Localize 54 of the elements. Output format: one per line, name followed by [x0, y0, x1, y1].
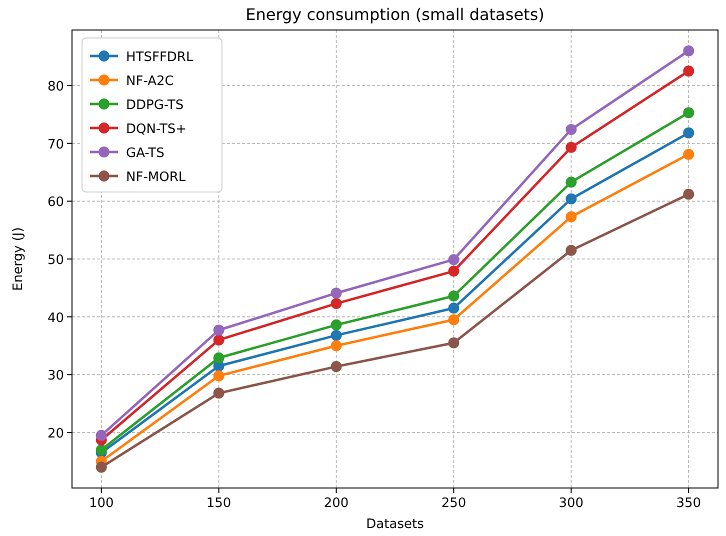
point	[330, 288, 342, 299]
point	[566, 193, 577, 204]
point	[213, 352, 224, 364]
y-tick-label: 60	[47, 195, 64, 210]
point	[448, 314, 460, 326]
chart-title: Energy consumption (small datasets)	[246, 5, 544, 24]
point	[566, 124, 577, 135]
point	[566, 211, 577, 222]
legend-label: DDPG-TS	[126, 98, 184, 113]
y-tick-label: 80	[47, 80, 64, 95]
point	[683, 66, 694, 77]
x-tick-label: 150	[206, 496, 232, 511]
point	[96, 444, 107, 456]
point	[448, 302, 460, 314]
legend-label: GA-TS	[126, 146, 164, 161]
point	[213, 388, 224, 399]
point	[566, 142, 577, 153]
y-tick-label: 70	[47, 137, 64, 152]
point	[448, 290, 460, 302]
point	[566, 244, 577, 256]
point	[213, 370, 224, 382]
point	[683, 127, 694, 138]
y-tick-label: 20	[47, 426, 64, 442]
y-tick-label: 50	[47, 253, 64, 268]
point	[448, 266, 460, 277]
x-tick-label: 200	[324, 496, 349, 511]
point	[213, 324, 224, 336]
x-tick-label: 250	[441, 496, 466, 511]
x-tick-label: 100	[88, 496, 114, 511]
x-tick-label: 300	[558, 496, 584, 511]
legend-label: DQN-TS+	[126, 122, 187, 137]
point	[96, 430, 107, 441]
point	[683, 188, 694, 200]
x-tick-label: 350	[676, 496, 702, 511]
point	[448, 337, 460, 348]
point	[330, 319, 342, 330]
point	[330, 330, 342, 341]
point	[566, 176, 577, 188]
point	[683, 148, 694, 160]
legend-label: NF-A2C	[126, 74, 174, 89]
legend-label: HTSFFDRL	[126, 50, 194, 65]
point	[683, 107, 694, 118]
point	[683, 45, 694, 56]
point	[448, 254, 460, 266]
y-tick-label: 40	[47, 310, 64, 326]
point	[330, 298, 342, 310]
legend-label: NF-MORL	[126, 170, 186, 185]
point	[330, 361, 342, 372]
point	[330, 340, 342, 352]
y-tick-label: 30	[47, 368, 64, 384]
point	[96, 462, 107, 473]
y-axis-title: Energy (J)	[11, 227, 26, 291]
x-axis-title: Datasets	[366, 517, 424, 532]
point	[213, 334, 224, 346]
